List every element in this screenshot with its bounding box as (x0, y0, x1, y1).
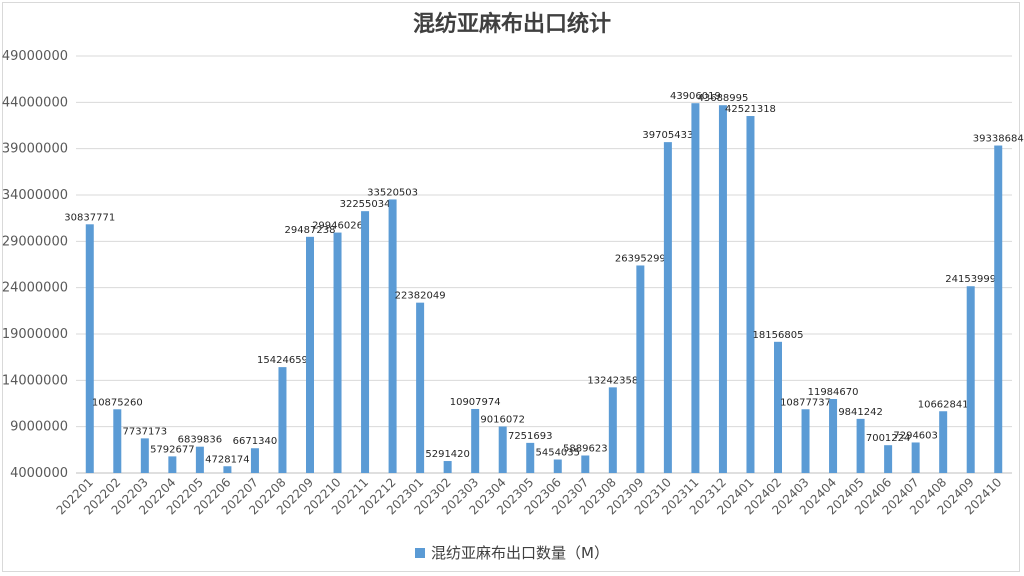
data-label: 5291420 (425, 449, 470, 460)
data-label: 22382049 (395, 291, 446, 302)
y-tick-label: 19000000 (2, 327, 68, 342)
data-label: 7251693 (508, 431, 553, 442)
bar (388, 199, 397, 473)
data-label: 43688995 (697, 93, 748, 104)
bar (746, 116, 755, 473)
y-tick-label: 24000000 (2, 281, 68, 296)
bar (691, 103, 700, 473)
chart-title: 混纺亚麻布出口统计 (412, 12, 611, 37)
data-label: 6671340 (233, 436, 278, 447)
y-tick-label: 34000000 (2, 188, 68, 203)
y-tick-label: 9000000 (10, 420, 68, 435)
bar (416, 302, 425, 473)
bar (663, 142, 672, 474)
bar (636, 265, 645, 473)
bar (526, 442, 535, 473)
legend-swatch (415, 547, 426, 558)
data-label: 9016072 (480, 415, 525, 426)
data-label: 10875260 (92, 397, 143, 408)
legend: 混纺亚麻布出口数量（M） (0, 542, 1024, 563)
bar (278, 367, 287, 473)
data-label: 7294603 (893, 430, 938, 441)
y-tick-label: 39000000 (2, 142, 68, 157)
data-label: 39705433 (642, 130, 693, 141)
data-label: 10877737 (780, 397, 831, 408)
bar (774, 341, 782, 473)
data-label: 26395299 (615, 253, 666, 264)
data-label: 11984670 (808, 387, 859, 398)
bar (195, 446, 204, 473)
bar (581, 455, 590, 473)
bar (994, 145, 1003, 473)
bar (443, 461, 452, 473)
bar (250, 448, 259, 473)
legend-label: 混纺亚麻布出口数量（M） (431, 544, 609, 562)
bar (113, 409, 122, 473)
data-label: 7001224 (866, 433, 911, 444)
data-label: 18156805 (753, 330, 804, 341)
bar (168, 456, 177, 473)
data-label: 43906019 (670, 91, 721, 102)
y-tick-label: 4000000 (10, 466, 68, 481)
bar (608, 387, 617, 473)
data-label: 42521318 (725, 104, 776, 115)
bar (306, 236, 314, 473)
bar (939, 411, 948, 473)
data-label: 10907974 (450, 397, 501, 408)
data-label: 5889623 (563, 443, 608, 454)
y-tick-label: 29000000 (2, 234, 68, 249)
data-label: 5792677 (150, 444, 195, 455)
data-label: 6839836 (178, 435, 223, 446)
data-label: 9841242 (838, 407, 883, 418)
data-label: 29946026 (312, 221, 363, 232)
data-label: 24153999 (945, 274, 996, 285)
bar (471, 408, 480, 473)
data-label: 13242358 (587, 375, 638, 386)
bar (553, 459, 562, 473)
data-label: 15424659 (257, 355, 308, 366)
bar (140, 438, 149, 473)
data-label: 33520503 (367, 187, 418, 198)
data-label: 7737173 (123, 426, 168, 437)
y-tick-label: 49000000 (2, 49, 68, 64)
data-label: 30837771 (64, 212, 115, 223)
y-tick-label: 44000000 (2, 95, 68, 110)
bar (884, 445, 893, 473)
bar (361, 211, 370, 473)
data-label: 29487238 (285, 225, 336, 236)
bar (333, 232, 342, 473)
data-label: 5454035 (535, 448, 580, 459)
data-label: 10662841 (918, 399, 969, 410)
bar (829, 399, 838, 473)
bar (498, 426, 507, 473)
bar (966, 286, 975, 473)
data-label: 39338684 (973, 134, 1024, 145)
y-tick-label: 14000000 (2, 373, 68, 388)
bar (718, 105, 727, 474)
data-label: 4728174 (205, 454, 250, 465)
bar (801, 409, 810, 473)
bar (85, 224, 94, 473)
data-label: 32255034 (340, 199, 391, 210)
bar (856, 418, 865, 473)
bar (223, 466, 232, 473)
bar (911, 442, 920, 473)
